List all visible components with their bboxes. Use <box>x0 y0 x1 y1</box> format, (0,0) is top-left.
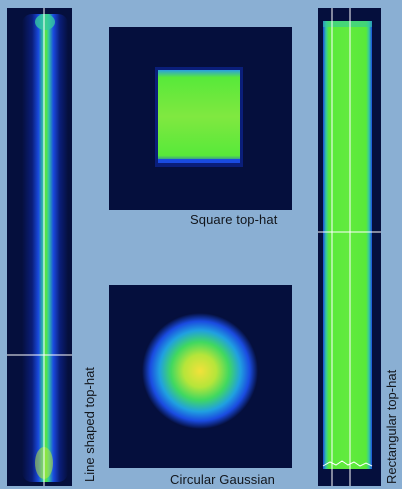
line-tophat-panel <box>7 8 72 486</box>
square-tophat-caption: Square top-hat <box>190 212 278 227</box>
line-tophat-image <box>7 8 72 486</box>
square-tophat-image <box>109 27 292 210</box>
circular-gaussian-panel <box>109 285 292 468</box>
rectangular-tophat-caption: Rectangular top-hat <box>384 369 399 484</box>
rectangular-tophat-image <box>318 8 381 486</box>
circular-gaussian-image <box>109 285 292 468</box>
rectangular-tophat-panel <box>318 8 381 486</box>
line-tophat-caption: Line shaped top-hat <box>82 367 97 482</box>
square-tophat-panel <box>109 27 292 210</box>
circular-gaussian-caption: Circular Gaussian <box>170 472 276 487</box>
